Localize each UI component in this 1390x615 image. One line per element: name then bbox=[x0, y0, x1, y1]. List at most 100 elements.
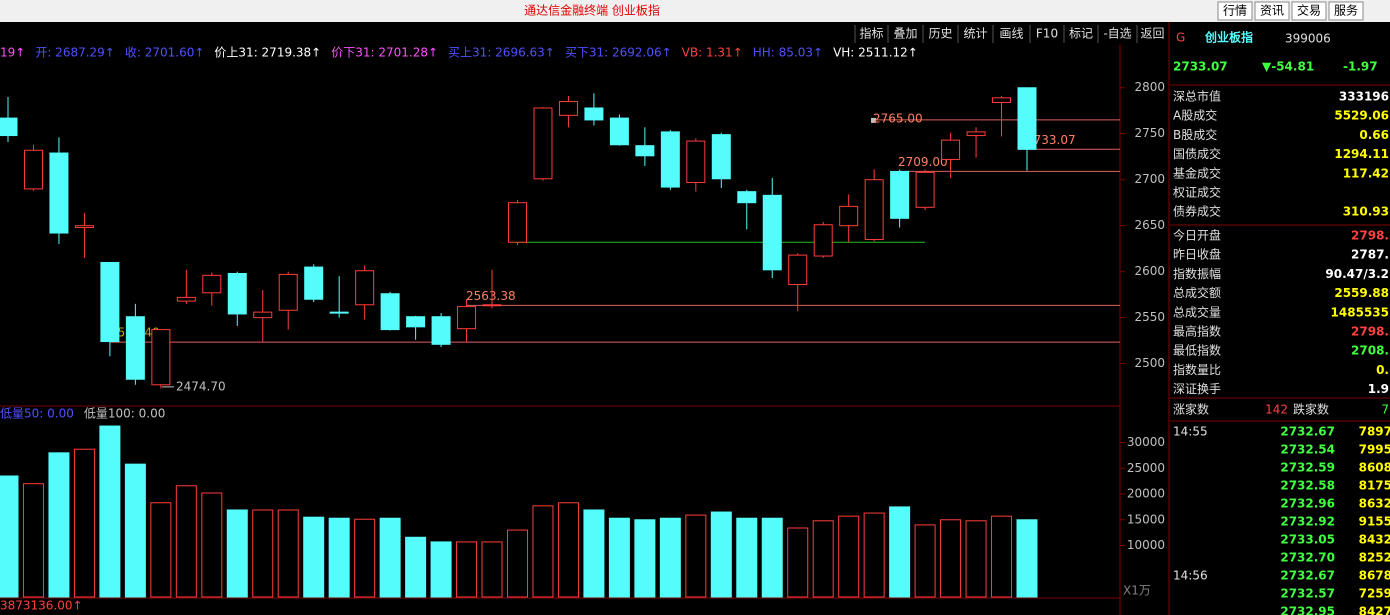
candle-body bbox=[584, 107, 604, 121]
toolbar-button[interactable]: 叠加 bbox=[893, 27, 917, 41]
window-button-label[interactable]: 资讯 bbox=[1260, 4, 1284, 18]
row-label: 最低指数 bbox=[1173, 343, 1221, 358]
window-button[interactable] bbox=[1217, 1, 1253, 21]
toolbar-button[interactable]: 标记 bbox=[1069, 27, 1093, 41]
row-value: 2559.88 bbox=[1334, 286, 1389, 300]
candle-body bbox=[355, 270, 375, 306]
row-value: 2787. bbox=[1351, 248, 1389, 262]
candle-body bbox=[813, 224, 833, 257]
candle-body bbox=[457, 306, 477, 330]
candle-body bbox=[1017, 87, 1037, 150]
candle-body bbox=[202, 274, 222, 294]
row-value: 0.66 bbox=[1359, 128, 1389, 142]
y-tick-label: 10000 bbox=[1127, 538, 1165, 552]
advance: 142 bbox=[1265, 403, 1288, 417]
volume-bar bbox=[1016, 519, 1038, 598]
volume-bar bbox=[710, 511, 732, 598]
candle-body bbox=[941, 139, 961, 160]
candle-body bbox=[635, 145, 655, 157]
candle-body bbox=[406, 316, 426, 328]
row-label: A股成交 bbox=[1173, 108, 1217, 123]
y-tick-label: 2750 bbox=[1134, 126, 1165, 140]
toolbar-button[interactable]: 指标 bbox=[859, 26, 883, 41]
toolbar-button[interactable]: 历史 bbox=[928, 27, 952, 41]
candle-body bbox=[49, 152, 69, 234]
row-label: 深总市值 bbox=[1173, 89, 1221, 104]
window-button[interactable] bbox=[1328, 1, 1364, 21]
row-value: 1294.11 bbox=[1334, 147, 1389, 161]
candle-body bbox=[558, 101, 578, 116]
candle-body bbox=[533, 107, 553, 180]
candle-body bbox=[864, 179, 884, 240]
window-button[interactable] bbox=[1254, 1, 1290, 21]
tick-volume: 8427 bbox=[1359, 605, 1390, 615]
row-value: 90.47/3.2 bbox=[1325, 267, 1389, 281]
row-value: 0. bbox=[1376, 363, 1389, 377]
volume-bar bbox=[838, 515, 860, 598]
volume-bar bbox=[150, 502, 172, 598]
tick-volume: 8432 bbox=[1359, 533, 1390, 547]
tick-volume: 7259 bbox=[1359, 587, 1390, 601]
candle-body bbox=[151, 329, 171, 386]
index-code: 399006 bbox=[1285, 32, 1331, 46]
tick-volume: 8632 bbox=[1359, 497, 1390, 511]
annotation-handle bbox=[871, 117, 876, 123]
toolbar-button[interactable]: 返回 bbox=[1140, 27, 1164, 41]
volume-bar bbox=[201, 492, 223, 598]
volume-bar bbox=[863, 512, 885, 598]
window-button-label[interactable]: 行情 bbox=[1223, 4, 1247, 18]
indicator-text: 低量50: 0.00 bbox=[0, 407, 74, 421]
y-tick-label: 2800 bbox=[1134, 80, 1165, 94]
candle-body bbox=[711, 134, 731, 180]
volume-bar bbox=[532, 505, 554, 598]
row-label: 昨日收盘 bbox=[1173, 247, 1221, 262]
volume-bar bbox=[226, 509, 248, 598]
y-tick-label: 25000 bbox=[1127, 461, 1165, 475]
window-button-label[interactable]: 服务 bbox=[1334, 3, 1358, 18]
volume-bar bbox=[405, 536, 427, 598]
tick-volume: 7995 bbox=[1359, 443, 1390, 457]
footer-value: 3873136.00↑ bbox=[0, 599, 83, 613]
indicator-text: VB: 1.31↑ bbox=[682, 46, 743, 60]
indicator-text: 买上31: 2696.63↑ bbox=[448, 46, 555, 60]
index-name: 创业板指 bbox=[1204, 30, 1253, 45]
candle-body bbox=[125, 316, 145, 380]
toolbar-button[interactable]: 画线 bbox=[999, 27, 1023, 41]
row-value: 333196 bbox=[1339, 90, 1389, 104]
volume-bar bbox=[73, 448, 95, 598]
toolbar-button[interactable]: F10 bbox=[1036, 27, 1058, 41]
volume-bar bbox=[685, 514, 707, 598]
title-bar bbox=[0, 0, 1390, 22]
volume-bar bbox=[22, 483, 44, 598]
annotation-label: 2563.38 bbox=[466, 289, 516, 303]
candle-body bbox=[482, 304, 502, 307]
toolbar-button[interactable]: -自选 bbox=[1103, 27, 1131, 41]
row-label: 今日开盘 bbox=[1173, 228, 1221, 243]
indicator-text: 价上31: 2719.38↑ bbox=[214, 46, 321, 60]
window-button-label[interactable]: 交易 bbox=[1297, 3, 1321, 18]
candle-body bbox=[890, 170, 910, 219]
indicator-text: 开: 2687.29↑ bbox=[35, 46, 115, 60]
volume-bar bbox=[354, 518, 376, 598]
window-button[interactable] bbox=[1291, 1, 1327, 21]
volume-bar bbox=[303, 516, 325, 598]
indicator-text: VH: 2511.12↑ bbox=[833, 46, 918, 60]
tick-volume: 8678 bbox=[1359, 569, 1390, 583]
decline: 7 bbox=[1381, 403, 1389, 417]
candle-body bbox=[100, 261, 120, 343]
tick-volume: 8175 bbox=[1359, 479, 1390, 493]
tick-price: 2732.58 bbox=[1280, 479, 1335, 493]
annotation-label: 2765.00 bbox=[873, 111, 923, 125]
indicator-text: 收: 2701.60↑ bbox=[125, 46, 205, 60]
volume-bar bbox=[634, 519, 656, 598]
toolbar-button[interactable]: 统计 bbox=[963, 27, 987, 41]
tick-volume: 8608 bbox=[1359, 461, 1390, 475]
row-label: 总成交额 bbox=[1173, 285, 1221, 300]
volume-bar bbox=[507, 529, 528, 598]
volume-bar bbox=[252, 509, 274, 598]
volume-bar bbox=[175, 485, 197, 598]
y-tick-label: 15000 bbox=[1127, 512, 1165, 526]
tick-price: 2732.95 bbox=[1280, 605, 1335, 615]
candle-body bbox=[762, 194, 782, 271]
